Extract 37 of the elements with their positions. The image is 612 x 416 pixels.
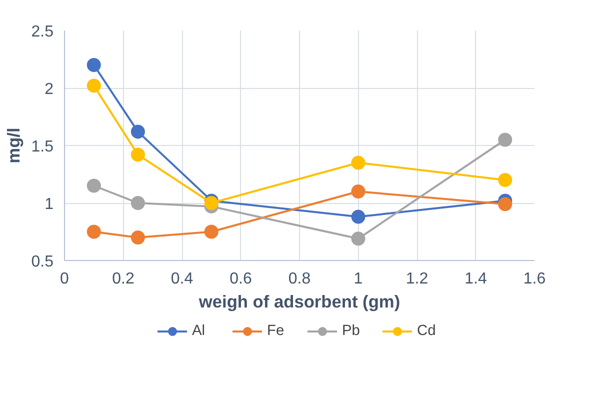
point: [130, 148, 145, 162]
point: [130, 196, 145, 210]
y-axis-title: mg/l: [3, 128, 24, 164]
point: [351, 156, 366, 170]
point: [130, 230, 145, 244]
point: [351, 232, 366, 246]
x-tick-label: 1.4: [464, 270, 487, 288]
point: [498, 173, 512, 187]
x-tick-label: 1.2: [406, 270, 428, 288]
point: [130, 124, 145, 139]
y-tick-label: 2.5: [31, 24, 54, 40]
x-tick-label: 0.2: [112, 270, 134, 288]
x-axis-title: weigh of adsorbent (gm): [198, 292, 400, 312]
legend-label: Cd: [417, 323, 437, 339]
legend-label: Pb: [342, 323, 361, 339]
y-tick-label: 0.5: [31, 254, 54, 270]
point: [498, 132, 512, 147]
legend-label: Fe: [267, 323, 286, 339]
y-tick-label: 1: [44, 196, 54, 213]
point: [204, 196, 218, 210]
x-tick-label: 1: [354, 270, 363, 288]
point: [86, 178, 101, 193]
x-tick-label: 1.6: [523, 270, 546, 288]
x-tick-label: 0: [60, 270, 70, 288]
point: [86, 224, 101, 239]
point: [86, 78, 101, 93]
point: [498, 197, 512, 212]
point: [204, 224, 218, 239]
x-tick-label: 0.4: [170, 270, 194, 288]
legend-label: Al: [192, 323, 206, 339]
y-tick-label: 2: [44, 81, 54, 98]
point: [351, 184, 366, 198]
point: [86, 58, 101, 72]
x-tick-label: 0.8: [288, 270, 311, 288]
point: [351, 210, 366, 224]
x-tick-label: 0.6: [230, 270, 252, 288]
y-tick-label: 1.5: [31, 138, 54, 156]
